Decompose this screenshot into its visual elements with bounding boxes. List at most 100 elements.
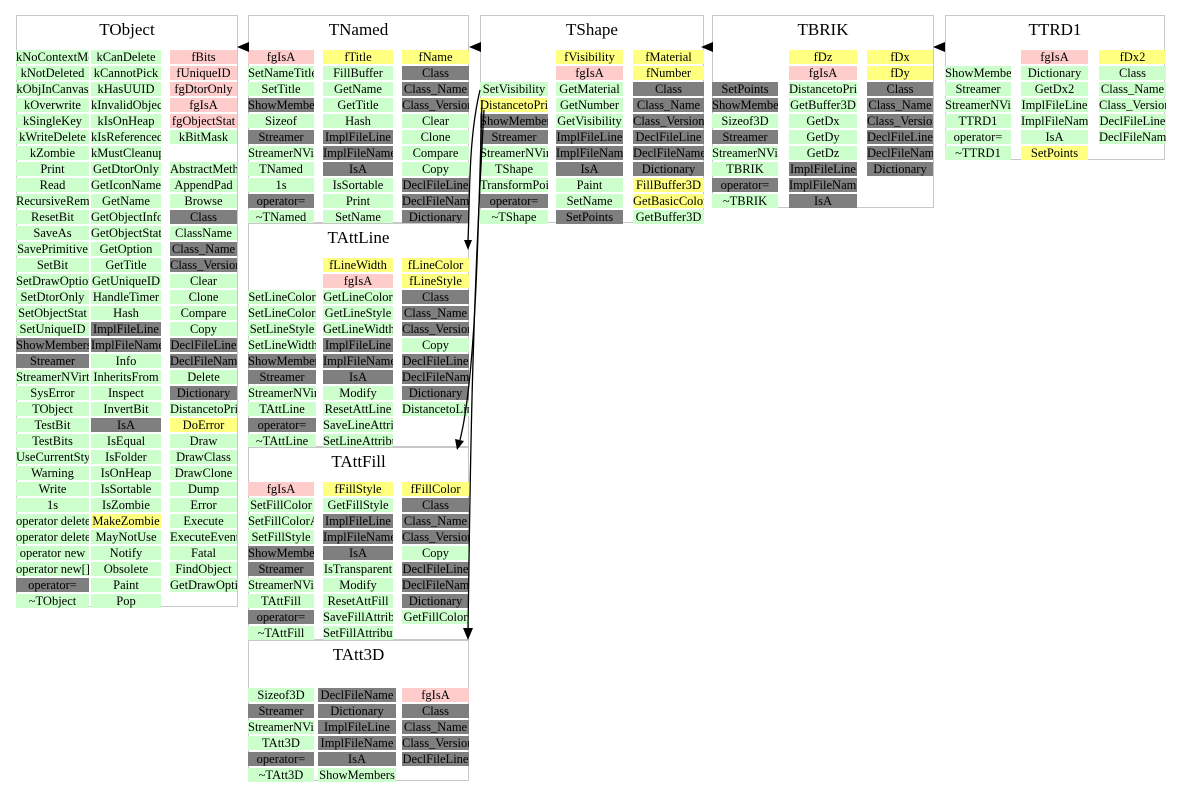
member-cell: DrawClass	[170, 450, 237, 464]
member-cell: kZombie	[16, 146, 89, 160]
member-cell: fDz	[789, 50, 857, 64]
member-cell: Class	[633, 82, 704, 96]
member-cell: SetLineAttributes	[323, 434, 393, 448]
member-cell: Modify	[323, 578, 393, 592]
member-cell: Class_Version	[170, 258, 237, 272]
member-cell: Dictionary	[318, 704, 396, 718]
member-cell: Browse	[170, 194, 237, 208]
member-cell: kInvalidObject	[91, 98, 161, 112]
arrow-ttrd1-to-tbrik	[933, 42, 945, 52]
member-cell: TNamed	[248, 162, 314, 176]
member-cell: GetDz	[789, 146, 857, 160]
member-cell: DoError	[170, 418, 237, 432]
member-cell: DeclFileName	[318, 688, 396, 702]
member-cell: DeclFileLine	[867, 130, 933, 144]
member-cell: Dictionary	[402, 594, 469, 608]
member-cell: GetLineStyle	[323, 306, 393, 320]
edge-tshape-to-tatt3d	[467, 109, 485, 629]
member-cell: Class_Name	[633, 98, 704, 112]
member-cell: Copy	[402, 338, 469, 352]
member-column: fDx2 Class Class_Name Class_Version DeclFile…	[1099, 50, 1166, 146]
member-cell: Class	[1099, 66, 1166, 80]
member-column: Sizeof3D Streamer StreamerNVirtual TAtt3D op…	[248, 688, 314, 784]
member-column: SetVisibility DistancetoPrimitive ShowMemb…	[480, 50, 548, 226]
member-cell: HandleTimer	[91, 290, 161, 304]
member-cell: fBits	[170, 50, 237, 64]
member-cell: DeclFileLine	[402, 178, 469, 192]
member-cell: TObject	[16, 402, 89, 416]
member-cell: Class	[402, 498, 469, 512]
class-title: TAttFill	[331, 452, 386, 471]
member-cell: Class_Name	[867, 98, 933, 112]
member-cell: kIsReferenced	[91, 130, 161, 144]
member-cell: TShape	[480, 162, 548, 176]
member-cell: Notify	[91, 546, 161, 560]
member-cell: Inspect	[91, 386, 161, 400]
class-title: TAtt3D	[332, 645, 385, 664]
member-cell: SetPoints	[556, 210, 623, 224]
arrow-tatt3d	[463, 628, 473, 640]
member-cell: TAttLine	[248, 402, 316, 416]
member-cell: Class_Version	[633, 114, 704, 128]
member-cell: DeclFileName	[633, 146, 704, 160]
member-cell: Streamer	[16, 354, 89, 368]
member-cell: Write	[16, 482, 89, 496]
member-cell: fTitle	[323, 50, 393, 64]
member-cell: StreamerNVirtual	[480, 146, 548, 160]
member-cell: AppendPad	[170, 178, 237, 192]
member-cell: DeclFileLine	[1099, 114, 1166, 128]
member-cell: kHasUUID	[91, 82, 161, 96]
member-cell: operator=	[248, 194, 314, 208]
member-cell: SysError	[16, 386, 89, 400]
member-cell: SetFillColorAlpha	[248, 514, 314, 528]
member-cell: 1s	[248, 178, 314, 192]
member-cell: IsA	[323, 370, 393, 384]
member-cell: operator delete	[16, 514, 89, 528]
class-title: TShape	[566, 20, 618, 39]
member-column: ShowMembers Streamer StreamerNVirtual TTRD1…	[945, 50, 1011, 162]
member-cell: FillBuffer	[323, 66, 393, 80]
member-cell: IsA	[323, 162, 393, 176]
member-cell: SetDtorOnly	[16, 290, 89, 304]
member-cell: kCannotPick	[91, 66, 161, 80]
member-cell: StreamerNVirtual	[248, 146, 314, 160]
member-cell: fLineWidth	[323, 258, 393, 272]
member-cell: fVisibility	[556, 50, 623, 64]
member-cell: fName	[402, 50, 469, 64]
member-cell: operator new	[16, 546, 89, 560]
member-cell: ShowMembers	[712, 98, 778, 112]
member-cell: IsA	[318, 752, 396, 766]
member-column: fFillStyle GetFillStyle ImplFileLine ImplFi…	[323, 482, 393, 642]
member-cell: Class	[402, 704, 469, 718]
member-cell: ImplFileLine	[323, 514, 393, 528]
member-cell: ShowMembers	[248, 546, 314, 560]
member-cell: GetBasicColor	[633, 194, 704, 208]
member-cell: StreamerNVirtual	[16, 370, 89, 384]
member-column: fTitle FillBuffer GetName GetTitle Hash ImplF…	[323, 50, 393, 226]
member-cell: operator=	[945, 130, 1011, 144]
member-cell: ImplFileName	[318, 736, 396, 750]
member-cell: operator=	[248, 418, 316, 432]
member-cell: IsZombie	[91, 498, 161, 512]
member-cell: fgIsA	[1021, 50, 1088, 64]
member-cell: Dump	[170, 482, 237, 496]
member-cell: Delete	[170, 370, 237, 384]
member-cell: TestBit	[16, 418, 89, 432]
member-cell: RecursiveRemove	[16, 194, 89, 208]
member-cell: DeclFileName	[402, 194, 469, 208]
member-cell: ImplFileLine	[556, 130, 623, 144]
member-cell: GetNumber	[556, 98, 623, 112]
member-cell: GetDtorOnly	[91, 162, 161, 176]
member-cell: SavePrimitive	[16, 242, 89, 256]
member-cell: DistancetoLine	[402, 402, 469, 416]
member-cell: SetTitle	[248, 82, 314, 96]
member-cell: SetLineColor	[248, 290, 316, 304]
member-cell: Streamer	[248, 704, 314, 718]
member-cell: SetName	[323, 210, 393, 224]
member-cell: Class_Name	[402, 720, 469, 734]
member-cell: Class_Version	[402, 736, 469, 750]
member-cell: fgObjectStat	[170, 114, 237, 128]
member-column: DeclFileName Dictionary ImplFileLine ImplFi…	[318, 688, 396, 784]
member-cell: SetObjectStat	[16, 306, 89, 320]
member-cell: InheritsFrom	[91, 370, 161, 384]
